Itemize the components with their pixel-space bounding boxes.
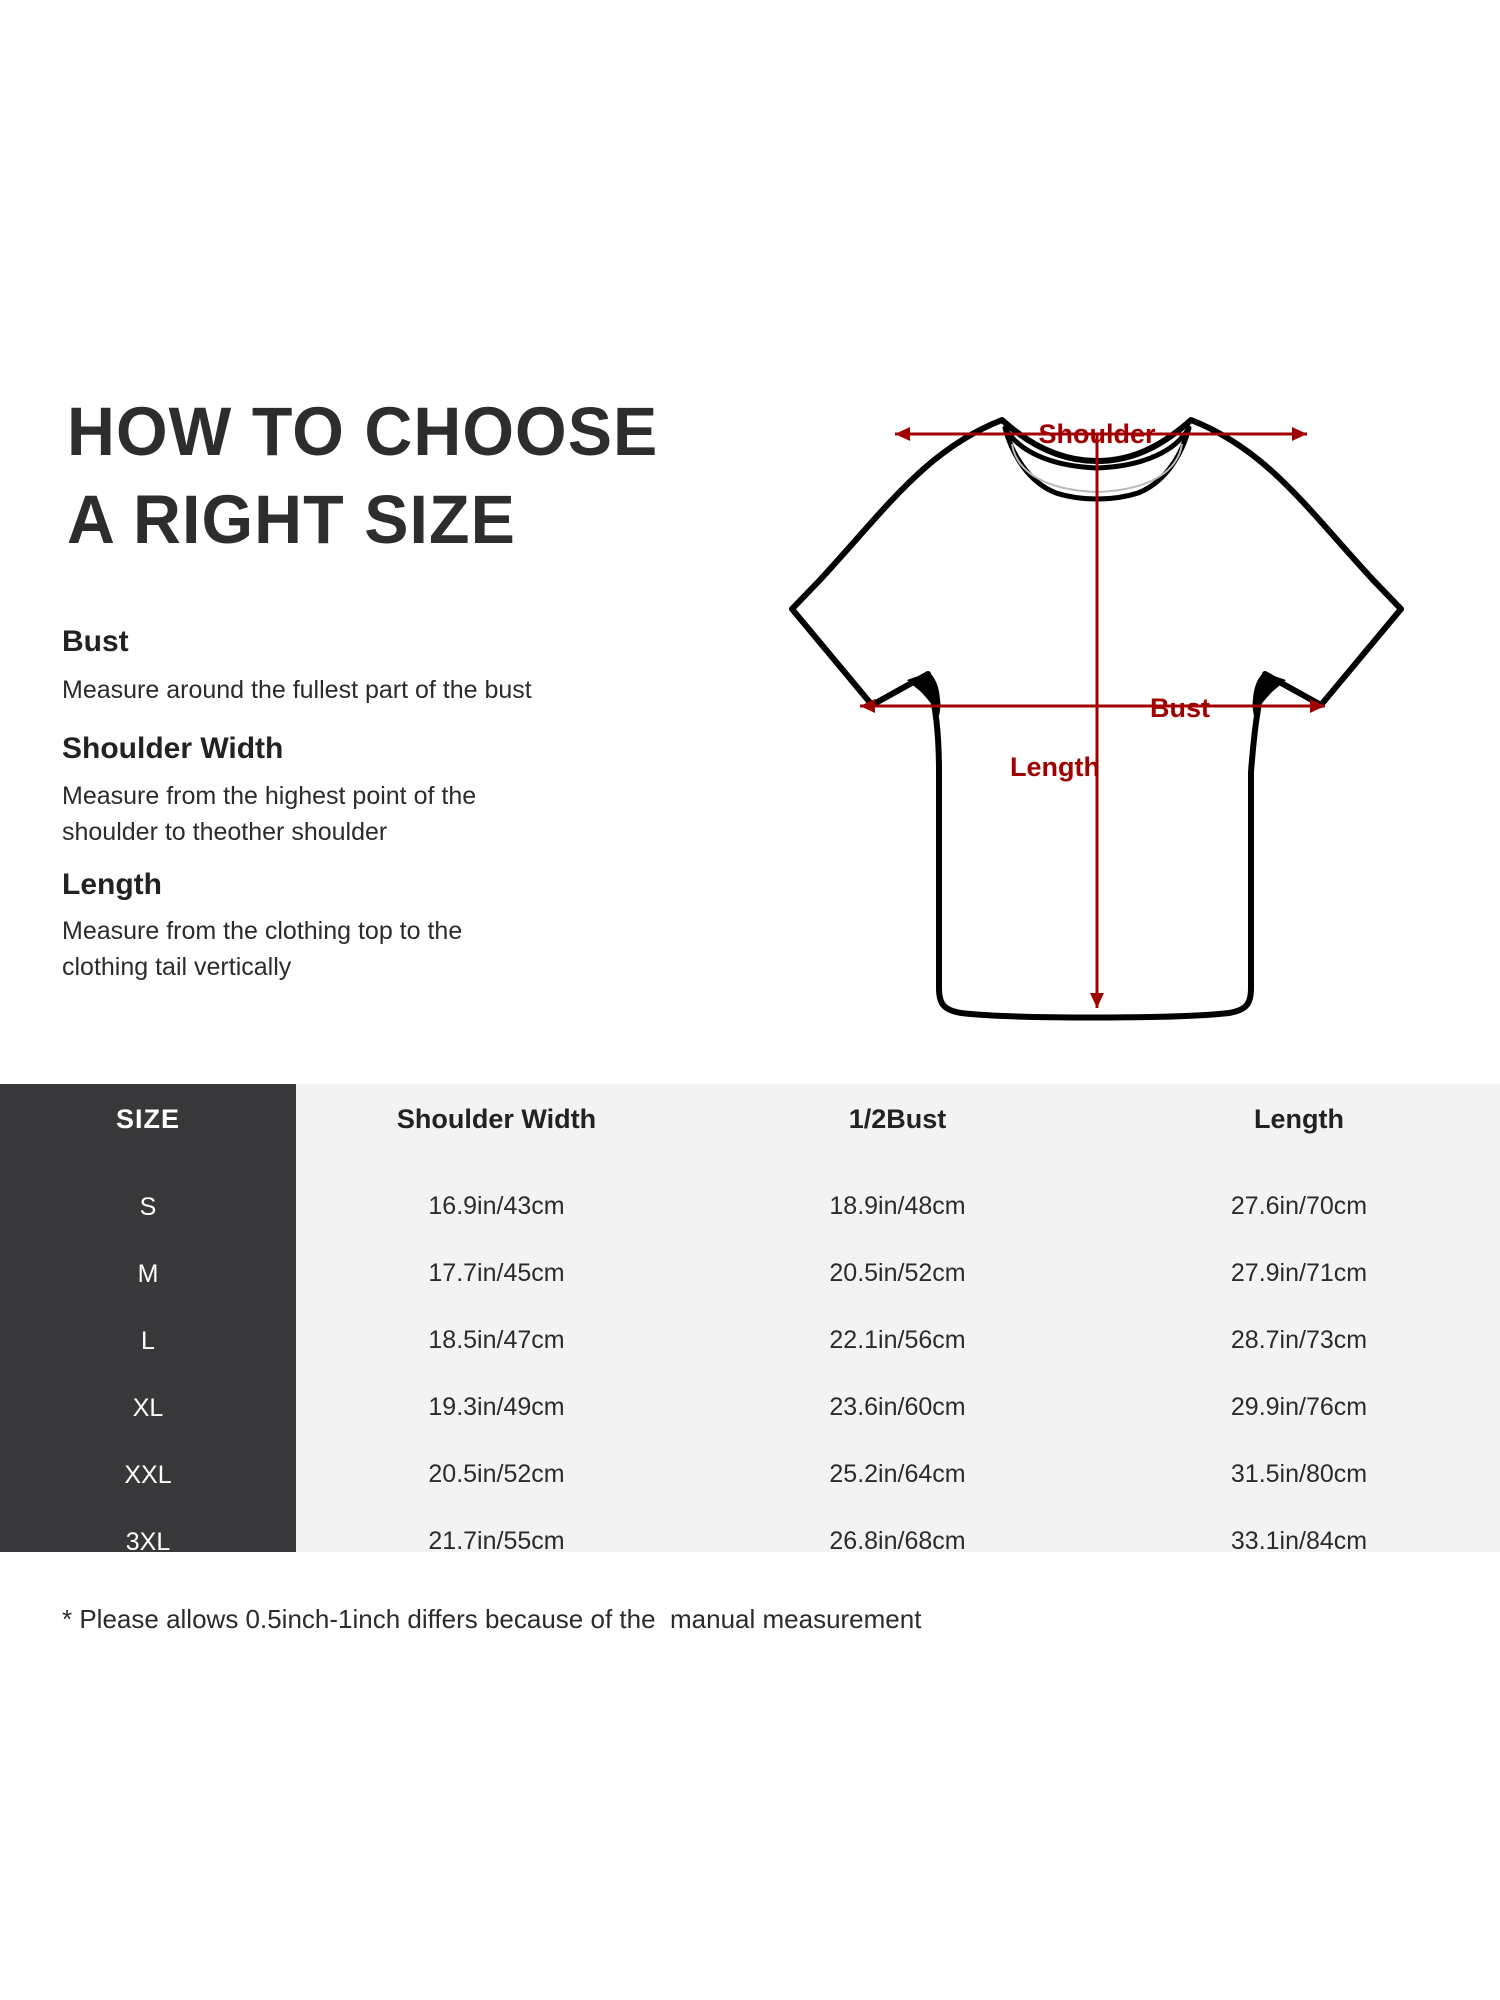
svg-text:Shoulder: Shoulder bbox=[1038, 419, 1155, 449]
svg-text:Bust: Bust bbox=[1150, 693, 1210, 723]
svg-text:Length: Length bbox=[1010, 752, 1100, 782]
